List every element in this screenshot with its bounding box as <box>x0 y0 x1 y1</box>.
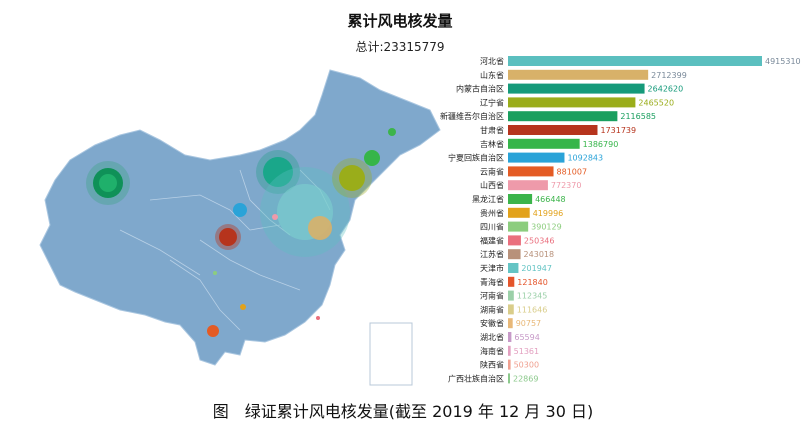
bar[interactable] <box>508 359 511 370</box>
bar-value-label: 2116585 <box>620 112 656 121</box>
bubble-heilongjiang <box>388 128 396 136</box>
bar[interactable] <box>508 180 548 191</box>
bar-category-label: 天津市 <box>480 263 504 273</box>
bar-value-label: 4915310 <box>765 57 801 66</box>
bar-value-label: 390129 <box>531 223 562 232</box>
map-bubbles <box>86 128 396 337</box>
bar-value-label: 419996 <box>533 209 564 218</box>
bar[interactable] <box>508 235 521 246</box>
bar-value-label: 111646 <box>517 305 548 314</box>
bar-value-label: 2642620 <box>648 85 684 94</box>
bar[interactable] <box>508 304 514 315</box>
bar[interactable] <box>508 97 636 108</box>
bar-value-label: 881007 <box>557 167 588 176</box>
bar[interactable] <box>508 345 511 356</box>
bar-category-label: 云南省 <box>480 166 504 176</box>
bar-category-label: 甘肃省 <box>480 125 504 135</box>
chart-subtitle: 总计:23315779 <box>355 40 445 54</box>
china-map-land <box>39 69 441 366</box>
bar-category-label: 山东省 <box>480 70 504 80</box>
bar[interactable] <box>508 166 554 177</box>
bar-value-label: 22869 <box>513 374 538 383</box>
bubble-fujian <box>316 316 320 320</box>
bar-value-label: 51361 <box>514 347 539 356</box>
bar-category-label: 贵州省 <box>480 208 504 218</box>
bar-value-label: 65594 <box>514 333 539 342</box>
bar-value-label: 1386790 <box>583 140 619 149</box>
bar-value-label: 50300 <box>514 361 539 370</box>
bubble-shandong <box>308 216 332 240</box>
bar[interactable] <box>508 69 649 80</box>
bar[interactable] <box>508 125 598 135</box>
bar-value-label: 112345 <box>517 292 548 301</box>
bar[interactable] <box>508 138 580 149</box>
south-china-sea-inset <box>369 322 413 386</box>
bar-category-label: 内蒙古自治区 <box>456 84 504 94</box>
bar-value-label: 1092843 <box>567 154 603 163</box>
bar-value-label: 466448 <box>535 195 566 204</box>
bar-value-label: 772370 <box>551 181 582 190</box>
bar-value-label: 1731739 <box>600 126 636 135</box>
china-map <box>39 69 441 386</box>
bar[interactable] <box>508 221 529 232</box>
bar[interactable] <box>508 332 512 342</box>
bar-chart: 河北省 4915310 山东省 2712399 内蒙古自治区 2642620 辽宁省 2465… <box>440 56 801 384</box>
bar-category-label: 海南省 <box>480 346 504 356</box>
bar-category-label: 山西省 <box>480 180 504 190</box>
bar-category-label: 福建省 <box>480 235 504 245</box>
bar[interactable] <box>508 152 565 163</box>
bar[interactable] <box>508 194 533 204</box>
bubble-qinghai <box>213 271 217 275</box>
bar-category-label: 湖北省 <box>480 332 504 342</box>
bar[interactable] <box>508 318 513 329</box>
bar[interactable] <box>508 276 515 287</box>
bar-category-label: 青海省 <box>480 277 504 287</box>
bar[interactable] <box>508 111 618 122</box>
bar-value-label: 2712399 <box>651 71 687 80</box>
bar-value-label: 250346 <box>524 236 555 245</box>
bubble-shanxi <box>272 214 278 220</box>
figure-caption: 图 绿证累计风电核发量(截至 2019 年 12 月 30 日) <box>212 402 594 421</box>
bar-value-label: 243018 <box>524 250 555 259</box>
bar-category-label: 吉林省 <box>480 139 504 149</box>
bar-category-label: 黑龙江省 <box>472 194 504 204</box>
bubble-jilin <box>364 150 380 166</box>
bar[interactable] <box>508 207 530 218</box>
bar-value-label: 121840 <box>517 278 548 287</box>
bar-category-label: 陕西省 <box>480 360 504 370</box>
bar-category-label: 辽宁省 <box>480 97 504 107</box>
bar[interactable] <box>508 83 645 94</box>
bar-value-label: 2465520 <box>638 98 674 107</box>
bar[interactable] <box>508 249 521 260</box>
bar[interactable] <box>508 263 519 273</box>
bar-category-label: 新疆维吾尔自治区 <box>440 111 504 121</box>
bar-category-label: 广西壮族自治区 <box>448 373 504 383</box>
bar-category-label: 宁夏回族自治区 <box>448 153 504 163</box>
bar-category-label: 河南省 <box>480 291 504 301</box>
bubble-guizhou <box>240 304 246 310</box>
bar-category-label: 湖南省 <box>480 304 504 314</box>
bar-category-label: 四川省 <box>480 222 504 232</box>
bar[interactable] <box>508 290 514 301</box>
bar[interactable] <box>508 373 510 384</box>
bar-value-label: 90757 <box>516 319 541 328</box>
bar[interactable] <box>508 56 762 66</box>
bubble-ningxia <box>233 203 247 217</box>
bar-category-label: 江苏省 <box>480 249 504 259</box>
bubble-yunnan <box>207 325 219 337</box>
chart-title: 累计风电核发量 <box>347 12 453 30</box>
bar-value-label: 201947 <box>521 264 552 273</box>
bar-category-label: 安徽省 <box>480 318 504 328</box>
bar-category-label: 河北省 <box>480 56 504 66</box>
